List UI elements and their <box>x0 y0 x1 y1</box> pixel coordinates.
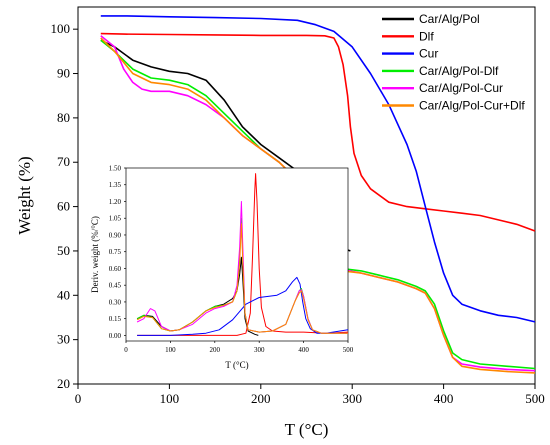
inset-y-tick-label: 0.75 <box>109 248 122 256</box>
inset-x-tick-label: 0 <box>124 346 128 354</box>
main-y-axis-title: Weight (%) <box>15 156 34 234</box>
inset-frame <box>125 167 349 342</box>
main-series-dlf <box>100 32 536 232</box>
inset-x-tick-label: 100 <box>165 346 176 354</box>
main-x-tick-label: 0 <box>75 391 82 406</box>
legend-label-dlf: Dlf <box>419 29 434 43</box>
main-x-tick-label: 500 <box>525 391 545 406</box>
main-y-tick-label: 20 <box>57 376 70 391</box>
main-y-tick-label: 100 <box>51 21 71 36</box>
inset-series-2 <box>137 173 349 336</box>
inset-x-tick-label: 400 <box>298 346 309 354</box>
main-x-tick-label: 300 <box>342 391 362 406</box>
main-x-tick-label: 400 <box>434 391 454 406</box>
legend-label-car-alg-pol-cur-dlf: Car/Alg/Pol-Cur+Dlf <box>419 99 525 113</box>
inset-y-tick-label: 0.15 <box>109 315 122 323</box>
inset-y-tick-label: 0.45 <box>109 282 122 290</box>
main-x-axis-title: T (°C) <box>285 420 329 439</box>
inset-y-tick-label: 0.60 <box>109 265 122 273</box>
inset-y-tick-label: 1.50 <box>109 165 122 173</box>
main-frame <box>77 6 536 385</box>
inset-y-tick-label: 1.05 <box>109 215 122 223</box>
main-y-tick-label: 40 <box>57 287 70 302</box>
legend: Car/Alg/Pol Dlf Cur Car/Alg/Pol-Dlf Car/Alg/… <box>382 12 525 113</box>
inset-series-3 <box>137 276 349 336</box>
main-y-tick-label: 30 <box>57 332 70 347</box>
legend-label-car-alg-pol-cur: Car/Alg/Pol-Cur <box>419 81 503 95</box>
legend-label-cur: Cur <box>419 47 438 61</box>
main-y-tick-label: 80 <box>57 110 70 125</box>
main-series-cur <box>100 15 536 323</box>
inset-y-tick-label: 1.20 <box>109 198 122 206</box>
main-y-tick-label: 90 <box>57 66 70 81</box>
inset-y-tick-label: 0.90 <box>109 231 122 239</box>
inset-y-axis-title: Deriv. weight (%/°C) <box>90 216 100 293</box>
inset-x-tick-label: 200 <box>210 346 221 354</box>
inset-y-tick-label: 1.35 <box>109 181 122 189</box>
inset-y-tick-label: 0.00 <box>109 332 122 340</box>
main-x-tick-label: 100 <box>160 391 180 406</box>
main-y-tick-label: 50 <box>57 243 70 258</box>
inset-series-6 <box>136 223 348 334</box>
main-y-tick-label: 60 <box>57 199 70 214</box>
inset-x-tick-label: 300 <box>254 346 265 354</box>
legend-label-car-alg-pol-dlf: Car/Alg/Pol-Dlf <box>419 64 499 78</box>
inset-x-tick-label: 500 <box>343 346 354 354</box>
inset-y-tick-label: 0.30 <box>109 298 122 306</box>
inset-plot: 0 100 200 300 400 500 0.00 0.15 0.30 0.45 0.60 0.75… <box>90 165 354 371</box>
main-x-tick-label: 200 <box>251 391 271 406</box>
legend-label-car-alg-pol: Car/Alg/Pol <box>419 12 480 26</box>
inset-x-axis-title: T (°C) <box>225 360 248 370</box>
main-y-tick-label: 70 <box>57 154 70 169</box>
